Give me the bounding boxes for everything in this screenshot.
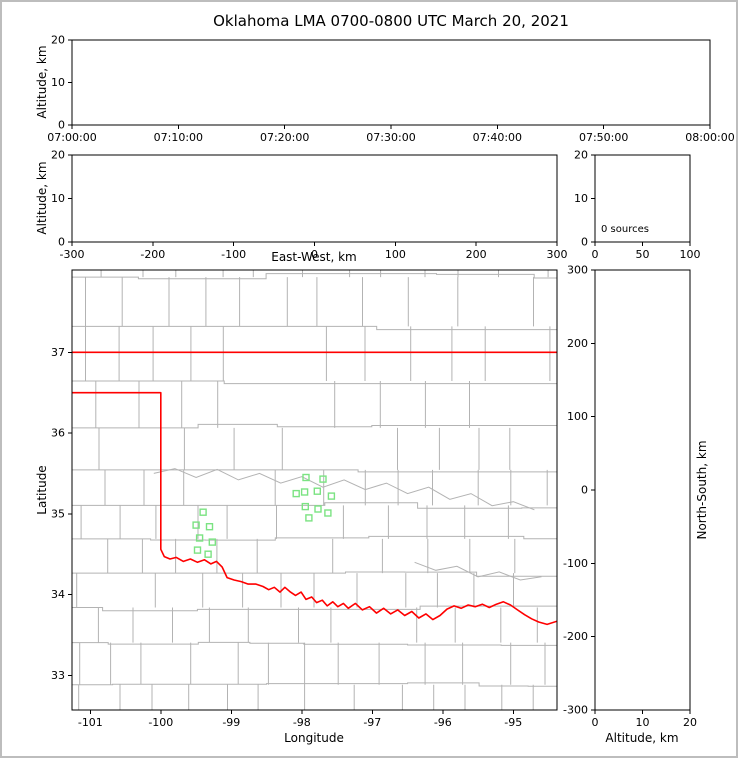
- y-tick-label: 0: [581, 236, 588, 249]
- lma-station-marker: [302, 473, 310, 482]
- x-tick-label: 07:10:00: [154, 131, 203, 144]
- x-tick-label: -95: [504, 716, 522, 729]
- x-tick-label: 07:00:00: [47, 131, 96, 144]
- river-line: [414, 561, 542, 581]
- lma-station-marker: [301, 502, 309, 511]
- river-line: [153, 468, 535, 511]
- lma-station-marker: [208, 538, 217, 546]
- y-tick-label: 34: [51, 588, 65, 601]
- sources-count-annotation: 0 sources: [601, 224, 649, 235]
- x-tick-label: 0: [592, 716, 599, 729]
- map-panel-xlabel: Longitude: [284, 731, 344, 745]
- y-tick-label: 33: [51, 669, 65, 682]
- map-layers: [72, 270, 557, 710]
- lma-station-marker: [205, 523, 214, 531]
- y-tick-label: 20: [51, 34, 65, 47]
- y-tick-label: -300: [563, 704, 588, 717]
- x-tick-label: -200: [140, 248, 165, 261]
- x-tick-label: 07:50:00: [579, 131, 628, 144]
- y-tick-label: 10: [574, 192, 588, 205]
- x-tick-label: 0: [592, 248, 599, 261]
- y-tick-label: 36: [51, 427, 65, 440]
- x-tick-label: -98: [293, 716, 311, 729]
- x-tick-label: 08:00:00: [685, 131, 734, 144]
- lma-station-marker: [314, 505, 322, 513]
- lma-station-marker: [192, 521, 200, 529]
- x-tick-label: -100: [148, 716, 173, 729]
- y-tick-label: 100: [567, 410, 588, 423]
- x-tick-label: -97: [363, 716, 381, 729]
- y-tick-label: 35: [51, 507, 65, 520]
- x-tick-label: 0: [311, 248, 318, 261]
- county-boundaries: [72, 270, 557, 710]
- y-tick-label: 10: [51, 76, 65, 89]
- figure-title: Oklahoma LMA 0700-0800 UTC March 20, 202…: [213, 12, 569, 30]
- x-tick-label: 50: [636, 248, 650, 261]
- x-tick-label: -99: [222, 716, 240, 729]
- lma-station-marker: [292, 489, 300, 498]
- x-tick-label: -101: [78, 716, 103, 729]
- lma-station-marker: [327, 492, 336, 500]
- x-tick-label: 07:30:00: [366, 131, 415, 144]
- y-tick-label: -100: [563, 557, 588, 570]
- x-tick-label: 100: [385, 248, 406, 261]
- x-tick-label: 20: [683, 716, 697, 729]
- lma-station-marker: [324, 509, 332, 517]
- y-tick-label: 0: [58, 236, 65, 249]
- lma-station-marker: [319, 475, 327, 483]
- state-boundary-oklahoma: [72, 391, 557, 626]
- ns-panel-xlabel: Altitude, km: [605, 731, 679, 745]
- x-tick-label: -300: [60, 248, 85, 261]
- x-tick-label: 100: [680, 248, 701, 261]
- y-tick-label: 0: [581, 484, 588, 497]
- y-tick-label: 10: [51, 192, 65, 205]
- x-tick-label: 200: [466, 248, 487, 261]
- ew-panel-xlabel: East-West, km: [271, 250, 357, 264]
- ns_height-panel: [595, 270, 690, 710]
- map-panel-ylabel: Latitude: [35, 465, 49, 515]
- x-tick-label: 07:20:00: [260, 131, 309, 144]
- ns-panel-ylabel: North-South, km: [695, 440, 709, 540]
- y-tick-label: 200: [567, 337, 588, 350]
- lma-station-marker: [193, 546, 202, 554]
- x-tick-label: -96: [434, 716, 452, 729]
- y-tick-label: 20: [51, 149, 65, 162]
- x-tick-label: 300: [547, 248, 568, 261]
- lma-station-marker: [199, 508, 207, 516]
- y-tick-label: 0: [58, 119, 65, 132]
- time_height-panel: [72, 40, 710, 125]
- time-panel-ylabel: Altitude, km: [35, 45, 49, 119]
- lma-station-marker: [313, 487, 321, 495]
- plan_view-frame: [71, 269, 558, 711]
- lma-station-marker: [204, 550, 212, 558]
- x-tick-label: 10: [636, 716, 650, 729]
- ew_height-panel: [72, 155, 557, 242]
- y-tick-label: -200: [563, 630, 588, 643]
- y-tick-label: 37: [51, 346, 65, 359]
- x-tick-label: -100: [221, 248, 246, 261]
- y-tick-label: 300: [567, 264, 588, 277]
- lma-station-marker: [195, 534, 204, 542]
- y-tick-label: 20: [574, 149, 588, 162]
- lma-station-marker: [305, 514, 313, 522]
- lma-station-marker: [300, 488, 309, 496]
- alt_histogram-panel: [595, 155, 690, 242]
- ew-panel-ylabel: Altitude, km: [35, 161, 49, 235]
- x-tick-label: 07:40:00: [473, 131, 522, 144]
